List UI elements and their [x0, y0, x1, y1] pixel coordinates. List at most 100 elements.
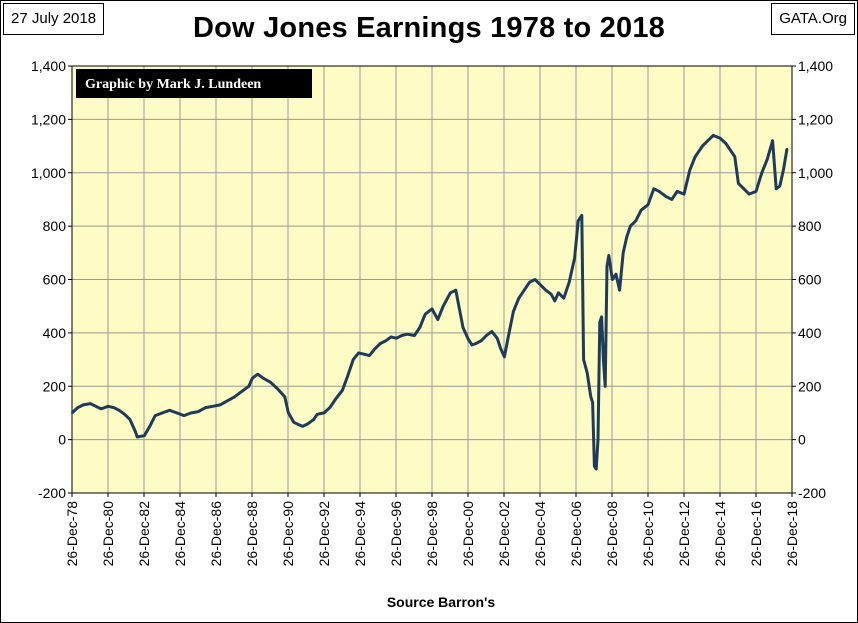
earnings-data-point — [586, 371, 589, 374]
x-tick-label: 26-Dec-80 — [100, 501, 116, 567]
earnings-data-point — [161, 411, 164, 414]
earnings-data-point — [346, 374, 349, 377]
earnings-data-point — [589, 395, 592, 398]
earnings-data-point — [323, 411, 325, 414]
earnings-data-point — [658, 190, 661, 193]
earnings-data-point — [778, 185, 781, 188]
x-tick-label: 26-Dec-88 — [244, 501, 260, 567]
earnings-data-point — [676, 190, 679, 193]
earnings-data-point — [129, 418, 131, 421]
earnings-data-point — [168, 409, 171, 412]
earnings-data-point — [413, 334, 416, 337]
earnings-data-point — [591, 401, 594, 404]
earnings-data-point — [544, 289, 547, 292]
earnings-data-point — [786, 147, 788, 150]
earnings-data-point — [665, 195, 668, 198]
earnings-data-point — [771, 139, 774, 142]
earnings-data-point — [582, 358, 585, 361]
date-box: 27 July 2018 — [3, 3, 105, 35]
earnings-data-point — [384, 339, 387, 342]
earnings-data-point — [618, 289, 621, 292]
earnings-data-point — [467, 338, 470, 341]
earnings-data-point — [485, 334, 488, 337]
earnings-data-point — [611, 278, 614, 281]
earnings-data-point — [240, 390, 243, 393]
x-tick-label: 26-Dec-02 — [496, 501, 512, 567]
earnings-data-point — [301, 425, 304, 428]
x-tick-label: 26-Dec-96 — [388, 501, 404, 567]
y-tick-label-right: 200 — [798, 378, 822, 394]
y-tick-label-right: 1,200 — [798, 111, 833, 127]
earnings-data-point — [175, 411, 178, 414]
x-tick-label: 26-Dec-00 — [460, 501, 476, 567]
earnings-data-point — [742, 187, 745, 190]
y-tick-label-right: 0 — [798, 432, 806, 448]
earnings-data-point — [424, 313, 427, 316]
x-tick-label: 26-Dec-78 — [64, 501, 80, 567]
earnings-data-point — [562, 297, 565, 300]
earnings-data-point — [480, 339, 482, 342]
y-tick-label-right: 1,000 — [798, 165, 833, 181]
x-tick-label: 26-Dec-98 — [424, 501, 440, 567]
y-tick-label-left: -200 — [38, 485, 66, 501]
earnings-data-point — [595, 468, 598, 470]
earnings-data-point — [748, 193, 751, 196]
earnings-data-point — [755, 190, 757, 193]
earnings-data-point — [454, 289, 457, 292]
earnings-data-point — [352, 358, 355, 361]
earnings-data-point — [688, 169, 691, 172]
earnings-data-point — [134, 430, 137, 433]
earnings-data-point — [292, 421, 295, 424]
earnings-data-point — [517, 297, 520, 300]
earnings-data-point — [625, 235, 628, 238]
earnings-data-point — [136, 436, 139, 438]
earnings-data-point — [733, 155, 736, 158]
earnings-data-point — [499, 347, 502, 350]
earnings-data-point — [766, 158, 769, 161]
x-tick-label: 26-Dec-94 — [352, 501, 368, 567]
earnings-data-point — [512, 310, 515, 313]
credit-label: Graphic by Mark J. Lundeen — [85, 77, 261, 92]
earnings-data-point — [597, 438, 599, 441]
earnings-data-point — [211, 405, 214, 408]
earnings-data-point — [775, 187, 778, 190]
earnings-data-point — [490, 330, 493, 333]
earnings-data-point — [148, 425, 151, 428]
earnings-data-point — [89, 402, 92, 405]
earnings-data-point — [577, 219, 580, 222]
earnings-data-point — [204, 406, 207, 409]
earnings-data-point — [226, 399, 229, 402]
earnings-data-point — [395, 337, 398, 340]
earnings-data-point — [629, 225, 632, 228]
earnings-data-point — [256, 373, 259, 376]
earnings-data-point — [634, 219, 637, 222]
earnings-data-point — [436, 318, 439, 321]
y-tick-label-left: 800 — [43, 218, 67, 234]
earnings-data-point — [390, 335, 392, 338]
earnings-data-point — [269, 381, 272, 384]
earnings-data-point — [442, 305, 445, 308]
earnings-data-point — [316, 413, 319, 416]
earnings-data-point — [706, 139, 709, 142]
x-tick-label: 26-Dec-14 — [712, 501, 728, 567]
earnings-data-point — [298, 423, 301, 426]
earnings-data-point — [539, 283, 542, 286]
earnings-data-point — [523, 289, 526, 292]
earnings-data-point — [640, 209, 643, 212]
earnings-data-point — [276, 387, 279, 390]
x-tick-label: 26-Dec-16 — [748, 501, 764, 567]
earnings-data-point — [449, 291, 452, 294]
earnings-data-point — [76, 406, 79, 409]
earnings-data-point — [418, 326, 421, 329]
earnings-data-point — [701, 145, 704, 148]
earnings-data-point — [112, 406, 115, 409]
earnings-data-point — [143, 434, 146, 437]
earnings-data-point — [183, 414, 185, 417]
earnings-data-point — [683, 193, 685, 196]
x-tick-label: 26-Dec-92 — [316, 501, 332, 567]
earnings-data-point — [100, 407, 103, 410]
earnings-data-point — [606, 265, 608, 268]
earnings-data-point — [719, 137, 721, 140]
earnings-data-point — [550, 293, 553, 296]
